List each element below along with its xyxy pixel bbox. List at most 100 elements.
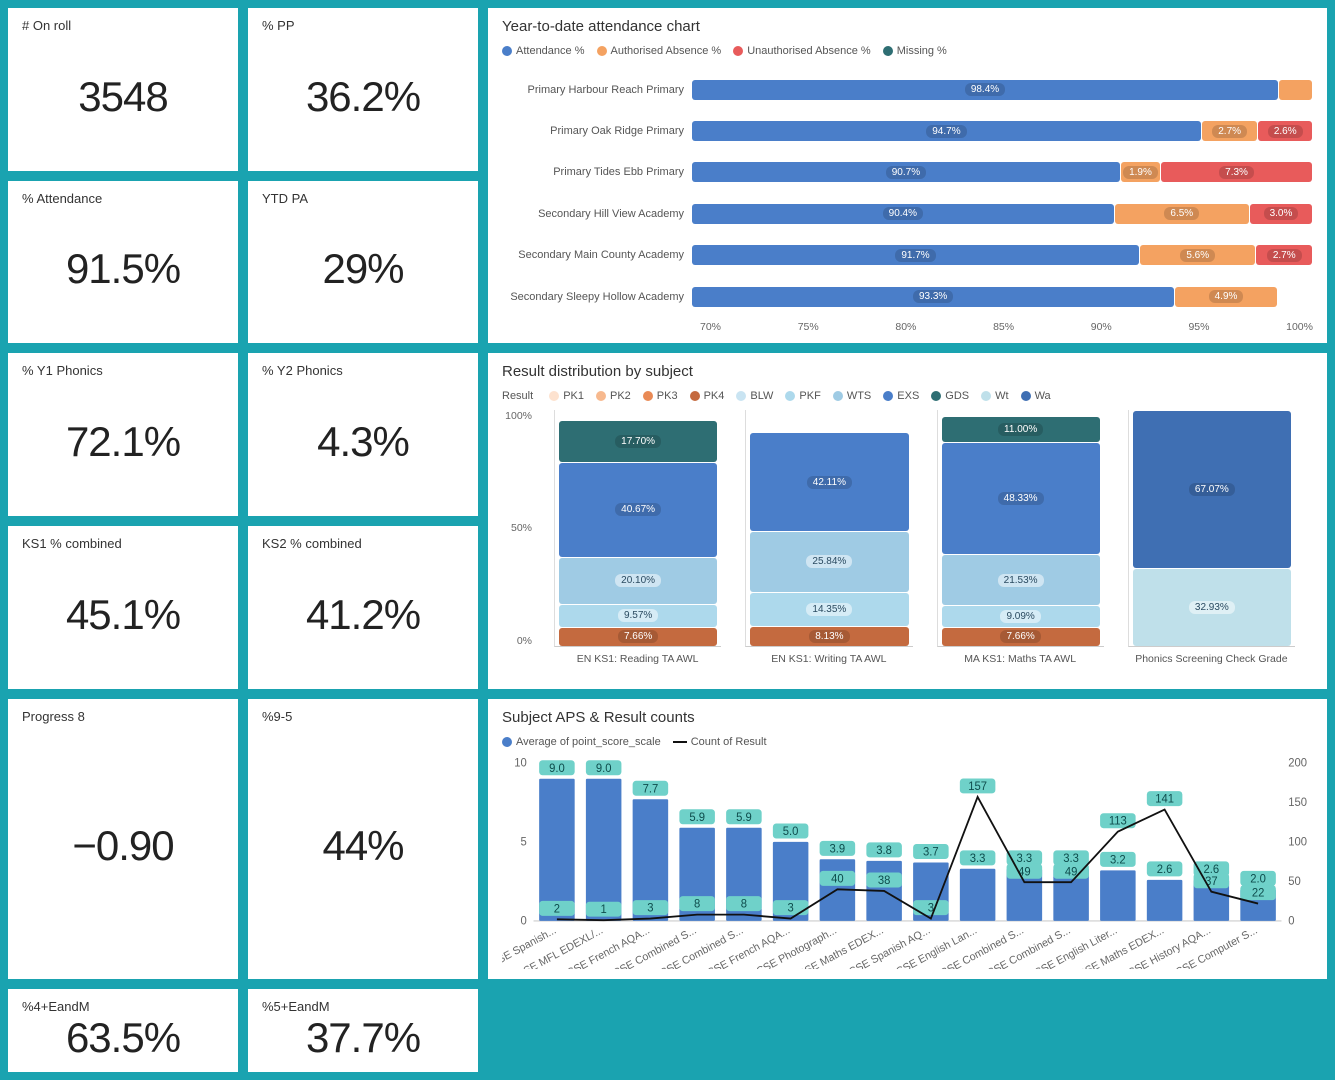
attendance-bar: 98.4% — [692, 80, 1313, 100]
svg-text:2.6: 2.6 — [1157, 863, 1173, 875]
attendance-row: Primary Oak Ridge Primary94.7%2.7%2.6% — [502, 119, 1313, 143]
kpi-attendance[interactable]: % Attendance 91.5% — [8, 181, 238, 344]
kpi-pp[interactable]: % PP 36.2% — [248, 8, 478, 171]
distribution-column: 8.13%14.35%25.84%42.11%EN KS1: Writing T… — [745, 410, 912, 678]
aps-chart-body: 05100501001502009.02GCSE Spanish...9.01G… — [502, 756, 1313, 969]
kpi-y2-phonics[interactable]: % Y2 Phonics 4.3% — [248, 353, 478, 516]
axis-tick: 90% — [1091, 321, 1189, 333]
attendance-bar: 90.4%6.5%3.0% — [692, 204, 1313, 224]
attendance-row: Secondary Sleepy Hollow Academy93.3%4.9% — [502, 285, 1313, 309]
kpi-value: 44% — [262, 724, 464, 969]
svg-text:3.3: 3.3 — [1063, 852, 1079, 864]
svg-text:141: 141 — [1155, 793, 1174, 805]
attendance-row-label: Primary Tides Ebb Primary — [502, 166, 692, 178]
aps-chart-card[interactable]: Subject APS & Result counts Average of p… — [488, 699, 1327, 979]
legend-item: PK1 — [549, 390, 584, 402]
kpi-progress8[interactable]: Progress 8 −0.90 — [8, 699, 238, 979]
kpi-value: 36.2% — [262, 33, 464, 161]
attendance-row: Primary Tides Ebb Primary90.7%1.9%7.3% — [502, 160, 1313, 184]
distribution-column-label: EN KS1: Reading TA AWL — [554, 647, 721, 679]
legend-prefix: Result — [502, 390, 533, 402]
kpi-title: KS2 % combined — [262, 536, 464, 551]
legend-item: WTS — [833, 390, 871, 402]
svg-text:9.0: 9.0 — [549, 762, 565, 774]
legend-item: PK3 — [643, 390, 678, 402]
svg-text:37: 37 — [1205, 875, 1218, 887]
kpi-y1-phonics[interactable]: % Y1 Phonics 72.1% — [8, 353, 238, 516]
svg-text:3.7: 3.7 — [923, 846, 939, 858]
distribution-chart-body: 100%50%0% 7.66%9.57%20.10%40.67%17.70%EN… — [502, 410, 1313, 678]
axis-tick: 70% — [700, 321, 798, 333]
attendance-chart-body: Primary Harbour Reach Primary98.4%Primar… — [502, 65, 1313, 333]
attendance-row: Secondary Main County Academy91.7%5.6%2.… — [502, 243, 1313, 267]
legend-item: Count of Result — [673, 736, 767, 748]
svg-text:0: 0 — [521, 915, 527, 927]
kpi-value: 63.5% — [22, 1014, 224, 1062]
kpi-title: % Attendance — [22, 191, 224, 206]
legend-item: GDS — [931, 390, 969, 402]
legend-item: Attendance % — [502, 45, 585, 57]
kpi-title: %9-5 — [262, 709, 464, 724]
distribution-stack: 7.66%9.09%21.53%48.33%11.00% — [937, 410, 1104, 646]
svg-text:100: 100 — [1288, 836, 1307, 848]
axis-tick: 75% — [798, 321, 896, 333]
kpi-ks1-combined[interactable]: KS1 % combined 45.1% — [8, 526, 238, 689]
axis-tick: 95% — [1188, 321, 1286, 333]
svg-text:1: 1 — [601, 904, 607, 916]
attendance-row-label: Primary Harbour Reach Primary — [502, 84, 692, 96]
svg-text:2: 2 — [554, 903, 560, 915]
legend-item: Missing % — [883, 45, 947, 57]
svg-text:5: 5 — [521, 836, 527, 848]
attendance-bar: 93.3%4.9% — [692, 287, 1313, 307]
attendance-row: Primary Harbour Reach Primary98.4% — [502, 78, 1313, 102]
svg-text:8: 8 — [741, 898, 747, 910]
distribution-column-label: EN KS1: Writing TA AWL — [745, 647, 912, 679]
kpi-title: Progress 8 — [22, 709, 224, 724]
legend-item: Wa — [1021, 390, 1051, 402]
attendance-bar: 90.7%1.9%7.3% — [692, 162, 1313, 182]
attendance-row-label: Secondary Hill View Academy — [502, 208, 692, 220]
kpi-title: %5+EandM — [262, 999, 464, 1014]
kpi-value: 4.3% — [262, 378, 464, 506]
kpi-4plus-eandm[interactable]: %4+EandM 63.5% — [8, 989, 238, 1072]
chart-title: Year-to-date attendance chart — [502, 18, 1313, 35]
distribution-stack: 7.66%9.57%20.10%40.67%17.70% — [554, 410, 721, 646]
kpi-title: %4+EandM — [22, 999, 224, 1014]
svg-text:0: 0 — [1288, 915, 1294, 927]
svg-text:50: 50 — [1288, 875, 1301, 887]
legend-item: Wt — [981, 390, 1008, 402]
attendance-chart-card[interactable]: Year-to-date attendance chart Attendance… — [488, 8, 1327, 343]
svg-text:3.3: 3.3 — [1017, 852, 1033, 864]
svg-text:40: 40 — [831, 873, 844, 885]
svg-text:49: 49 — [1018, 866, 1031, 878]
svg-text:157: 157 — [968, 780, 987, 792]
distribution-column-label: MA KS1: Maths TA AWL — [937, 647, 1104, 679]
svg-text:5.9: 5.9 — [689, 811, 705, 823]
distribution-column: 7.66%9.57%20.10%40.67%17.70%EN KS1: Read… — [554, 410, 721, 678]
legend-item: EXS — [883, 390, 919, 402]
svg-text:8: 8 — [694, 898, 700, 910]
attendance-row-label: Secondary Main County Academy — [502, 249, 692, 261]
svg-text:3.8: 3.8 — [876, 844, 892, 856]
kpi-value: 41.2% — [262, 551, 464, 679]
attendance-bar: 94.7%2.7%2.6% — [692, 121, 1313, 141]
attendance-row-label: Secondary Sleepy Hollow Academy — [502, 291, 692, 303]
kpi-value: 45.1% — [22, 551, 224, 679]
svg-text:3.9: 3.9 — [830, 843, 846, 855]
distribution-chart-card[interactable]: Result distribution by subject ResultPK1… — [488, 353, 1327, 688]
kpi-on-roll[interactable]: # On roll 3548 — [8, 8, 238, 171]
svg-text:2.0: 2.0 — [1250, 873, 1266, 885]
distribution-stack: 8.13%14.35%25.84%42.11% — [745, 410, 912, 646]
kpi-5plus-eandm[interactable]: %5+EandM 37.7% — [248, 989, 478, 1072]
svg-text:150: 150 — [1288, 796, 1307, 808]
kpi-ytd-pa[interactable]: YTD PA 29% — [248, 181, 478, 344]
legend-item: BLW — [736, 390, 773, 402]
attendance-row: Secondary Hill View Academy90.4%6.5%3.0% — [502, 202, 1313, 226]
kpi-title: % Y2 Phonics — [262, 363, 464, 378]
axis-tick: 50% — [502, 522, 532, 534]
axis-tick: 0% — [502, 635, 532, 647]
svg-text:200: 200 — [1288, 757, 1307, 769]
svg-text:113: 113 — [1109, 815, 1127, 827]
kpi-9-5[interactable]: %9-5 44% — [248, 699, 478, 979]
kpi-ks2-combined[interactable]: KS2 % combined 41.2% — [248, 526, 478, 689]
